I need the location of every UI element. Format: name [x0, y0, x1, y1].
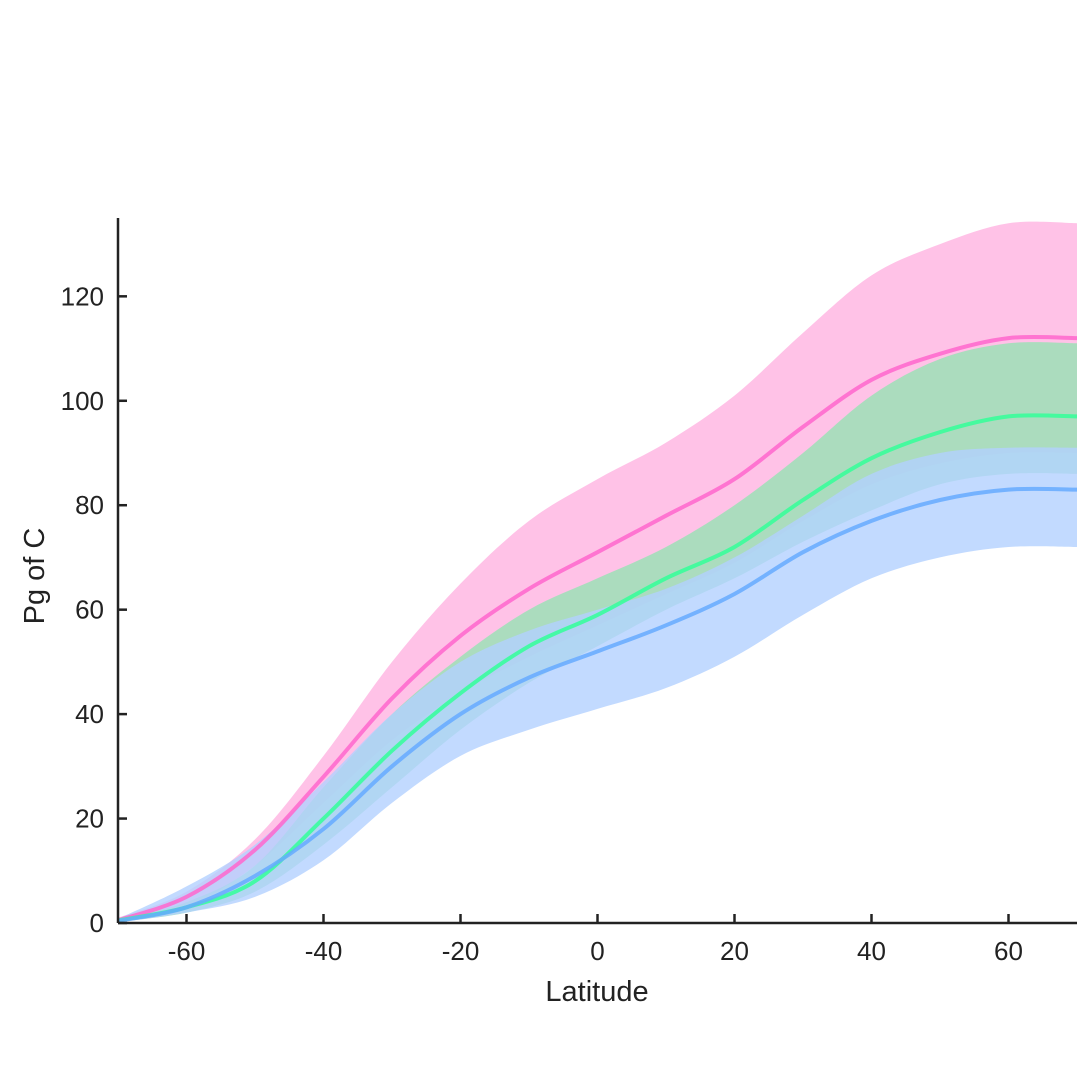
x-tick-label: 20 [720, 936, 749, 966]
series-3-band [118, 447, 1077, 923]
x-tick-label: 40 [857, 936, 886, 966]
y-tick-label: 20 [75, 804, 104, 834]
x-axis-title: Latitude [545, 976, 648, 1008]
series-3-mean-line [117, 486, 1078, 923]
y-axis-title: Pg of C [19, 528, 51, 625]
x-tick-label: 60 [994, 936, 1023, 966]
x-tick-label: 0 [590, 936, 604, 966]
axes: -60 -40 -20 0 20 40 60 0 20 40 60 80 100 120 [61, 218, 1077, 966]
y-tick-label: 40 [75, 699, 104, 729]
x-ticks: -60 -40 -20 0 20 40 60 [168, 914, 1023, 966]
y-tick-label: 60 [75, 595, 104, 625]
mean-lines [117, 334, 1078, 923]
x-tick-label: -20 [442, 936, 480, 966]
y-tick-label: 100 [61, 386, 104, 416]
y-tick-label: 120 [61, 281, 104, 311]
x-tick-label: -40 [305, 936, 343, 966]
y-tick-label: 80 [75, 490, 104, 520]
series-1-mean-line [117, 334, 1078, 923]
y-ticks: 0 20 40 60 80 100 120 [61, 281, 127, 938]
x-tick-label: -60 [168, 936, 206, 966]
y-tick-label: 0 [90, 908, 104, 938]
confidence-bands [118, 221, 1077, 923]
series-1-band [118, 221, 1077, 923]
